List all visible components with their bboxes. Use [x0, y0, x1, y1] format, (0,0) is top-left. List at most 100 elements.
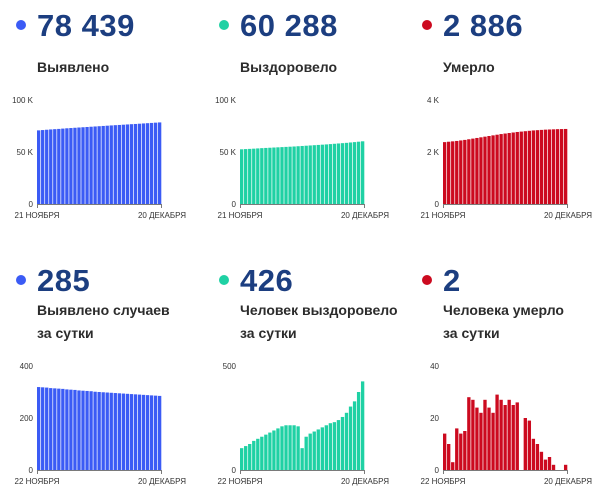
stat-panel-died: 2 886 Умерло 0 2 K 4 K 21 НОЯБРЯ 20 ДЕКАБРЯ	[406, 0, 601, 240]
bar	[451, 462, 455, 470]
bar	[479, 412, 483, 470]
bar	[61, 388, 65, 470]
bar	[145, 123, 150, 204]
y-tick-label: 400	[20, 362, 34, 371]
y-tick-label: 2 K	[427, 148, 440, 157]
bar	[288, 425, 292, 470]
bar	[563, 128, 568, 204]
bar	[49, 388, 53, 470]
bar	[244, 149, 248, 204]
bar	[344, 412, 349, 470]
bar	[280, 147, 284, 204]
y-tick-label: 100 K	[215, 96, 237, 105]
bar	[340, 416, 345, 470]
bar	[129, 394, 134, 470]
bar	[495, 394, 499, 470]
bar	[252, 440, 256, 470]
mini-bar-chart: 0 50 K 100 K 21 НОЯБРЯ 20 ДЕКАБРЯ	[12, 96, 186, 220]
bar	[45, 129, 49, 204]
bar	[459, 140, 463, 204]
bar	[483, 136, 487, 204]
bar	[507, 133, 511, 204]
bar	[153, 395, 158, 470]
stat-label-line-2: за сутки	[37, 325, 94, 341]
bar	[244, 446, 248, 470]
bar	[563, 464, 568, 470]
bar	[340, 143, 345, 204]
stat-daily-number: 426	[240, 263, 294, 298]
y-tick-label: 0	[232, 466, 237, 475]
bar	[471, 138, 475, 204]
bar	[328, 144, 333, 204]
bar	[284, 425, 288, 470]
y-tick-label: 100 K	[12, 96, 34, 105]
bar	[316, 429, 320, 470]
bar	[479, 137, 483, 204]
bar	[539, 129, 544, 204]
bar	[41, 387, 45, 470]
bar	[153, 122, 158, 204]
bar	[507, 399, 511, 470]
bar	[117, 124, 121, 204]
bar	[284, 146, 288, 204]
bar	[65, 389, 69, 470]
bar	[491, 135, 495, 204]
x-tick-label: 20 ДЕКАБРЯ	[544, 477, 592, 486]
bar	[85, 126, 89, 204]
bar	[121, 393, 126, 470]
bar	[308, 145, 312, 204]
series-dot-icon	[219, 20, 229, 30]
bar	[113, 125, 117, 204]
series-dot-icon	[219, 275, 229, 285]
x-tick-label: 22 НОЯБРЯ	[218, 477, 263, 486]
mini-bar-chart: 0 20 40 22 НОЯБРЯ 20 ДЕКАБРЯ	[421, 362, 593, 486]
bar	[81, 127, 85, 204]
y-tick-label: 50 K	[17, 148, 34, 157]
bar	[113, 393, 117, 470]
bar	[499, 134, 503, 204]
bar	[65, 128, 69, 204]
bar	[77, 127, 81, 204]
bar	[81, 390, 85, 470]
x-tick-label: 22 НОЯБРЯ	[15, 477, 60, 486]
bar	[292, 146, 296, 204]
bar	[543, 459, 548, 470]
bar	[336, 420, 341, 470]
bar	[117, 393, 121, 470]
bar	[324, 425, 329, 470]
bar	[308, 433, 312, 470]
x-tick-label: 20 ДЕКАБРЯ	[341, 211, 389, 220]
y-tick-label: 50 K	[220, 148, 237, 157]
bar	[141, 394, 146, 470]
bar	[487, 407, 491, 470]
bar	[73, 127, 77, 204]
bar	[69, 128, 73, 204]
bar	[499, 399, 503, 470]
bar	[320, 427, 324, 470]
bar	[109, 392, 113, 470]
bar	[57, 388, 61, 470]
bar	[85, 390, 89, 470]
bar	[324, 144, 329, 204]
bar	[328, 423, 333, 470]
bar	[125, 124, 130, 204]
bar	[296, 426, 300, 470]
bar	[49, 129, 53, 204]
mini-bar-chart: 0 2 K 4 K 21 НОЯБРЯ 20 ДЕКАБРЯ	[421, 96, 593, 220]
bar	[531, 438, 536, 470]
bar	[272, 430, 276, 470]
bar	[101, 392, 105, 470]
stat-label-line-1: Человека умерло	[443, 302, 564, 318]
x-tick-label: 21 НОЯБРЯ	[15, 211, 60, 220]
bar	[495, 134, 499, 204]
bar	[352, 401, 357, 470]
bar	[348, 142, 353, 204]
bar	[105, 125, 109, 204]
y-tick-label: 0	[232, 200, 237, 209]
bar	[356, 141, 361, 204]
bar	[467, 139, 471, 204]
y-tick-label: 0	[435, 200, 440, 209]
bar	[105, 392, 109, 470]
bar	[336, 143, 341, 204]
bar	[551, 129, 556, 204]
